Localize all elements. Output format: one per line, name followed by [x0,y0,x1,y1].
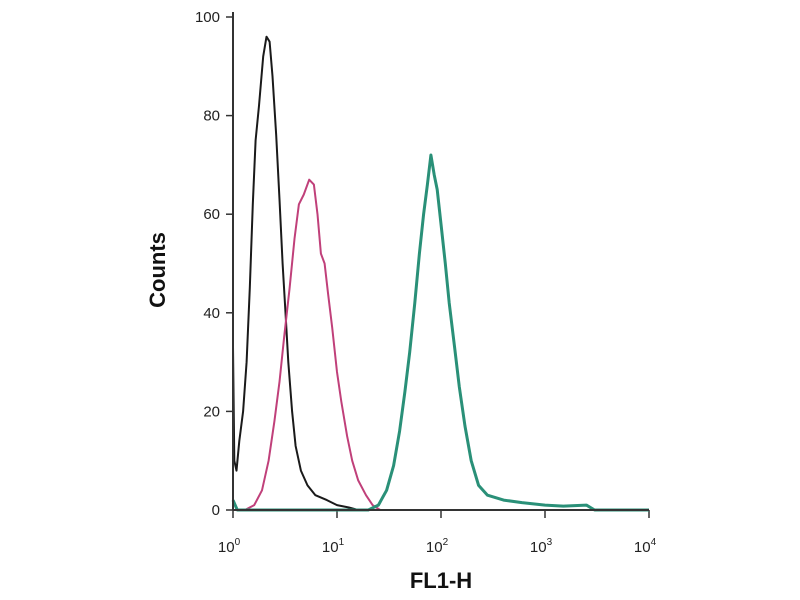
tick-exponent: 3 [547,537,553,548]
tick-exponent: 1 [339,537,345,548]
tick-base: 10 [218,539,235,556]
tick-base: 10 [530,539,547,556]
y-tick-label: 20 [203,403,220,420]
tick-base: 10 [426,539,443,556]
tick-exponent: 0 [235,537,241,548]
x-tick-label: 101 [322,537,345,556]
y-tick-label: 0 [212,502,220,519]
y-tick-label: 80 [203,108,220,125]
series-line-2 [231,153,649,512]
tick-exponent: 2 [443,537,449,548]
x-tick-label: 102 [426,537,449,556]
series-line-0 [232,35,359,511]
x-tick-label: 104 [634,537,657,556]
y-tick-label: 40 [203,305,220,322]
x-tick-label: 100 [218,537,241,556]
tick-exponent: 4 [651,537,657,548]
y-tick-label: 60 [203,206,220,223]
y-axis-label: Counts [145,232,170,308]
y-tick-label: 100 [195,9,220,26]
x-tick-label: 103 [530,537,553,556]
series-line-1 [244,178,649,511]
tick-base: 10 [634,539,651,556]
x-axis-label: FL1-H [410,568,472,593]
tick-base: 10 [322,539,339,556]
